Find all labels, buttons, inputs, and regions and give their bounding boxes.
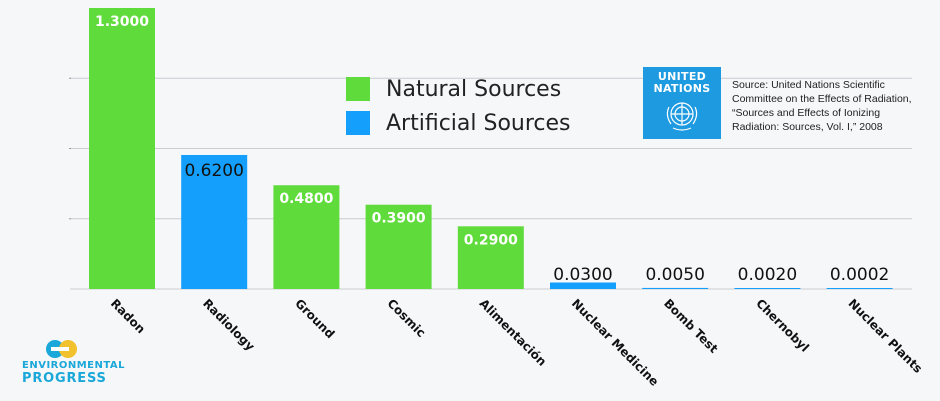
ep-logo-line-1: ENVIRONMENTAL xyxy=(22,360,126,371)
value-label-1: 1.3000 xyxy=(95,14,149,30)
source-line-3: “Sources and Effects of Ionizing xyxy=(732,107,881,119)
value-label-8: 0.0020 xyxy=(738,265,797,285)
un-logo-line-2: NATIONS xyxy=(653,82,711,95)
value-label-7: 0.0050 xyxy=(645,265,704,285)
un-logo: UNITED NATIONS xyxy=(643,67,721,139)
un-logo-line-1: UNITED xyxy=(657,70,707,83)
ep-logo-icon xyxy=(46,340,77,358)
value-label-6: 0.0300 xyxy=(553,265,612,285)
value-labels: 1.3000 0.6200 0.4800 0.3900 0.2900 0.0300 0.00… xyxy=(95,14,889,285)
legend-item-natural: Natural Sources xyxy=(346,72,571,106)
bar-chernobyl xyxy=(734,288,801,289)
legend-swatch-natural xyxy=(346,77,370,101)
bars xyxy=(89,8,893,289)
legend-label-natural: Natural Sources xyxy=(386,76,562,102)
source-citation: Source: United Nations Scientific Commit… xyxy=(732,78,932,134)
environmental-progress-logo: ENVIRONMENTAL PROGRESS xyxy=(22,339,132,385)
category-label-1: Radon xyxy=(108,296,148,336)
source-line-1: Source: United Nations Scientific xyxy=(732,79,885,91)
legend-swatch-artificial xyxy=(346,111,370,135)
legend-label-artificial: Artificial Sources xyxy=(386,110,571,136)
value-label-9: 0.0002 xyxy=(830,265,889,285)
value-label-4: 0.3900 xyxy=(372,211,426,227)
value-label-3: 0.4800 xyxy=(279,191,333,207)
category-label-9: Nuclear Plants xyxy=(845,296,925,376)
bar-radiology xyxy=(181,154,248,289)
value-label-5: 0.2900 xyxy=(464,232,518,248)
category-label-4: Cosmic xyxy=(384,296,428,340)
category-label-5: Alimentación xyxy=(477,296,550,369)
category-label-2: Radiology xyxy=(200,296,257,353)
source-line-2: Committee on the Effects of Radiation, xyxy=(732,93,912,105)
un-emblem-icon xyxy=(666,102,698,131)
category-label-8: Chernobyl xyxy=(753,296,811,354)
bar-cosmic xyxy=(365,204,432,289)
bar-bomb-test xyxy=(642,287,709,289)
ep-logo-line-2: PROGRESS xyxy=(22,371,107,386)
category-label-7: Bomb Test xyxy=(661,296,721,356)
bar-radon xyxy=(89,8,155,289)
legend: Natural Sources Artificial Sources xyxy=(346,72,571,140)
bar-alimentaci-n xyxy=(457,226,524,289)
value-label-2: 0.6200 xyxy=(184,161,243,181)
source-line-4: Radiation: Sources, Vol. I,” 2008 xyxy=(732,121,883,133)
bar-nuclear-plants xyxy=(826,288,893,289)
category-labels: Radon Radiology Ground Cosmic Alimentación Nu… xyxy=(108,296,925,389)
legend-item-artificial: Artificial Sources xyxy=(346,106,571,140)
category-label-6: Nuclear Medicine xyxy=(569,296,662,389)
bar-ground xyxy=(273,185,340,289)
bar-nuclear-medicine xyxy=(550,282,616,289)
category-label-3: Ground xyxy=(292,296,337,341)
